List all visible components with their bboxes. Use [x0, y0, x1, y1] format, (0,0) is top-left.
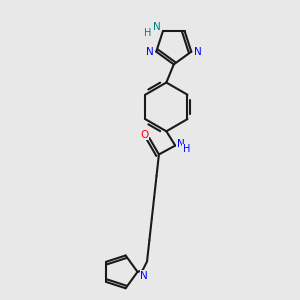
Text: N: N	[146, 47, 154, 57]
Text: H: H	[183, 144, 190, 154]
Text: N: N	[194, 47, 202, 57]
Text: N: N	[152, 22, 160, 32]
Text: N: N	[177, 139, 184, 149]
Text: N: N	[140, 271, 148, 281]
Text: O: O	[140, 130, 148, 140]
Text: H: H	[144, 28, 152, 38]
